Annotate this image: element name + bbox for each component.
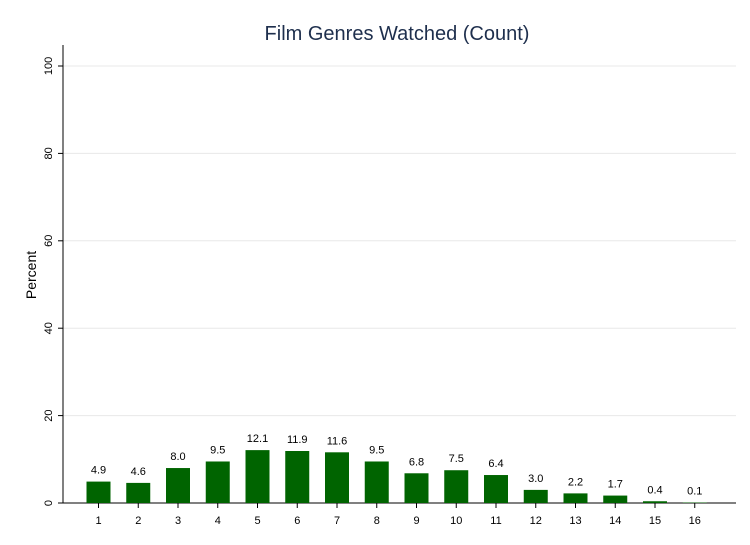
bar-2	[126, 482, 151, 503]
x-tick-label: 10	[450, 515, 462, 527]
bar-value-label: 11.9	[287, 434, 308, 446]
x-tick-label: 6	[294, 515, 300, 527]
chart-title: Film Genres Watched (Count)	[265, 23, 530, 45]
bar-value-label: 0.4	[647, 484, 662, 496]
bar-4	[205, 461, 230, 503]
bar-value-label: 0.1	[687, 486, 702, 498]
x-tick-label: 9	[413, 515, 419, 527]
bar-9	[404, 473, 429, 503]
bar-7	[325, 452, 349, 503]
x-tick-label: 14	[609, 515, 621, 527]
x-tick-label: 11	[490, 515, 501, 527]
x-tick-label: 13	[569, 515, 581, 527]
bar-value-label: 4.6	[131, 466, 146, 478]
bar-14	[603, 495, 628, 503]
y-tick-label: 80	[43, 147, 55, 159]
bar-3	[166, 468, 190, 503]
x-tick-label: 8	[374, 515, 380, 527]
bar-15	[643, 501, 667, 503]
y-tick-label: 0	[43, 500, 55, 506]
bar-value-label: 12.1	[247, 433, 268, 445]
x-tick-label: 16	[689, 515, 701, 527]
bar-1	[86, 481, 111, 503]
bar-12	[523, 489, 548, 503]
bar-5	[245, 450, 270, 503]
bar-value-label: 9.5	[369, 444, 384, 456]
x-axis: 1 2 3 4 5 6 7 8 9 10 11 12 13 14 15 16	[63, 502, 736, 527]
bar-value-label: 7.5	[449, 453, 464, 465]
bar-value-label: 1.7	[608, 479, 623, 491]
x-tick-label: 5	[254, 515, 260, 527]
x-tick-label: 2	[135, 515, 141, 527]
bar-value-label: 11.6	[327, 435, 348, 447]
gridlines	[63, 65, 736, 417]
x-tick-label: 4	[215, 515, 221, 527]
bar-value-label: 2.2	[568, 476, 583, 488]
y-tick-label: 100	[43, 57, 55, 75]
bar-6	[285, 450, 310, 503]
bar-value-label: 9.5	[210, 444, 225, 456]
bars: 4.9 4.6 8.0 9.5 12.1 11.9 11.6 9.5 6.8 7.5 6.4 3.0 2…	[86, 433, 707, 503]
bar-11	[484, 475, 508, 503]
bar-8	[364, 461, 389, 503]
y-axis-label: Percent	[23, 251, 39, 299]
y-tick-label: 40	[43, 322, 55, 334]
x-tick-label: 1	[95, 515, 101, 527]
bar-value-label: 3.0	[528, 473, 543, 485]
y-axis: 0 20 40 60 80 100	[43, 45, 64, 506]
x-tick-label: 12	[530, 515, 542, 527]
bar-value-label: 6.8	[409, 456, 424, 468]
y-tick-label: 60	[43, 235, 55, 247]
x-tick-label: 3	[175, 515, 181, 527]
x-tick-label: 15	[649, 515, 661, 527]
bar-13	[563, 493, 588, 503]
x-tick-label: 7	[334, 515, 340, 527]
bar-value-label: 6.4	[488, 458, 503, 470]
bar-value-label: 8.0	[170, 451, 185, 463]
y-tick-label: 20	[43, 409, 55, 421]
bar-10	[444, 470, 469, 503]
bar-value-label: 4.9	[91, 465, 106, 477]
